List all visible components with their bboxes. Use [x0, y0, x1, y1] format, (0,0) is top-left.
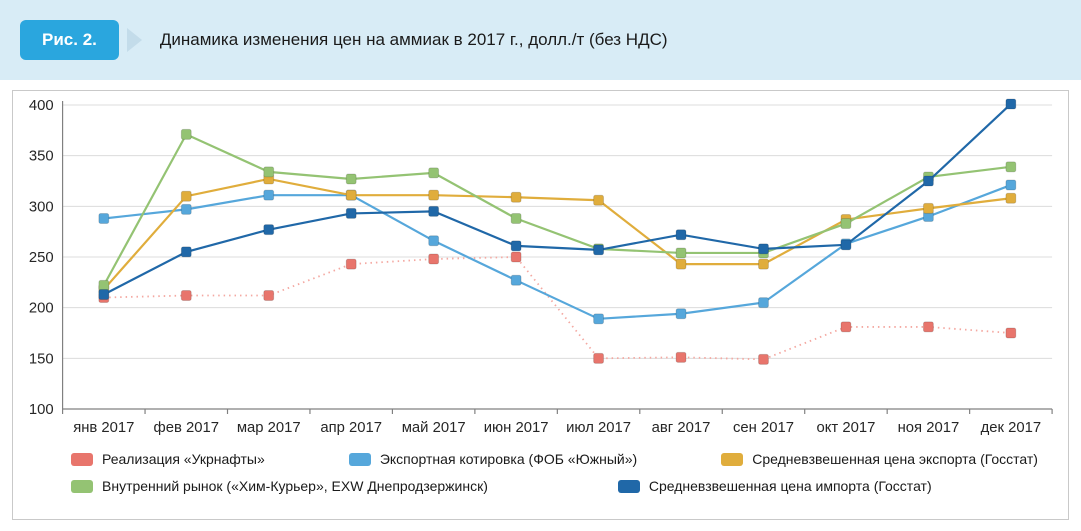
legend-label: Внутренний рынок («Хим-Курьер», EXW Днеп…	[102, 478, 488, 494]
svg-text:фев 2017: фев 2017	[154, 419, 219, 436]
chart-legend: Реализация «Укрнафты» Экспортная котиров…	[19, 445, 1062, 494]
chevron-right-icon	[126, 28, 142, 52]
svg-text:июл 2017: июл 2017	[566, 419, 631, 436]
legend-item-ukrnafta: Реализация «Укрнафты»	[71, 451, 265, 467]
legend-item-export-quote: Экспортная котировка (ФОБ «Южный»)	[348, 451, 638, 467]
svg-text:июн 2017: июн 2017	[484, 419, 549, 436]
legend-label: Средневзвешенная цена импорта (Госстат)	[648, 478, 932, 494]
legend-label: Экспортная котировка (ФОБ «Южный»)	[379, 451, 638, 467]
svg-text:май 2017: май 2017	[402, 419, 466, 436]
svg-text:ноя 2017: ноя 2017	[898, 419, 960, 436]
legend-row-2: Внутренний рынок («Хим-Курьер», EXW Днеп…	[19, 478, 1062, 494]
svg-text:300: 300	[29, 198, 54, 215]
legend-swatch-green	[71, 479, 93, 493]
legend-row-1: Реализация «Укрнафты» Экспортная котиров…	[19, 451, 1062, 467]
svg-text:сен 2017: сен 2017	[733, 419, 794, 436]
legend-swatch-darkblue	[617, 479, 640, 493]
svg-text:250: 250	[29, 249, 54, 266]
chart-container: 100 150 200 250 300 350 400 янв 2017 фев 2017 мар…	[12, 90, 1069, 520]
legend-swatch-red	[71, 452, 93, 466]
legend-label: Средневзвешенная цена экспорта (Госстат)	[752, 451, 1038, 467]
svg-text:апр 2017: апр 2017	[320, 419, 382, 436]
svg-text:350: 350	[29, 148, 54, 165]
svg-text:400: 400	[29, 97, 54, 114]
svg-text:200: 200	[29, 300, 54, 317]
legend-item-export-price: Средневзвешенная цена экспорта (Госстат)	[721, 451, 1038, 467]
svg-text:окт 2017: окт 2017	[817, 419, 876, 436]
legend-item-domestic-market: Внутренний рынок («Хим-Курьер», EXW Днеп…	[71, 478, 488, 494]
svg-text:дек 2017: дек 2017	[981, 419, 1042, 436]
legend-label: Реализация «Укрнафты»	[102, 451, 265, 467]
legend-swatch-yellow	[721, 452, 744, 466]
svg-text:мар 2017: мар 2017	[237, 419, 301, 436]
figure-number-badge: Рис. 2.	[20, 20, 119, 60]
figure-title: Динамика изменения цен на аммиак в 2017 …	[159, 30, 668, 49]
figure-header: Рис. 2. Динамика изменения цен на аммиак…	[0, 0, 1081, 80]
svg-text:янв 2017: янв 2017	[73, 419, 134, 436]
svg-text:авг 2017: авг 2017	[652, 419, 711, 436]
price-line-chart: 100 150 200 250 300 350 400 янв 2017 фев 2017 мар…	[29, 97, 1053, 436]
legend-swatch-lightblue	[348, 452, 371, 466]
svg-text:150: 150	[29, 350, 54, 367]
svg-text:100: 100	[29, 401, 54, 418]
legend-item-import-price: Средневзвешенная цена импорта (Госстат)	[617, 478, 932, 494]
